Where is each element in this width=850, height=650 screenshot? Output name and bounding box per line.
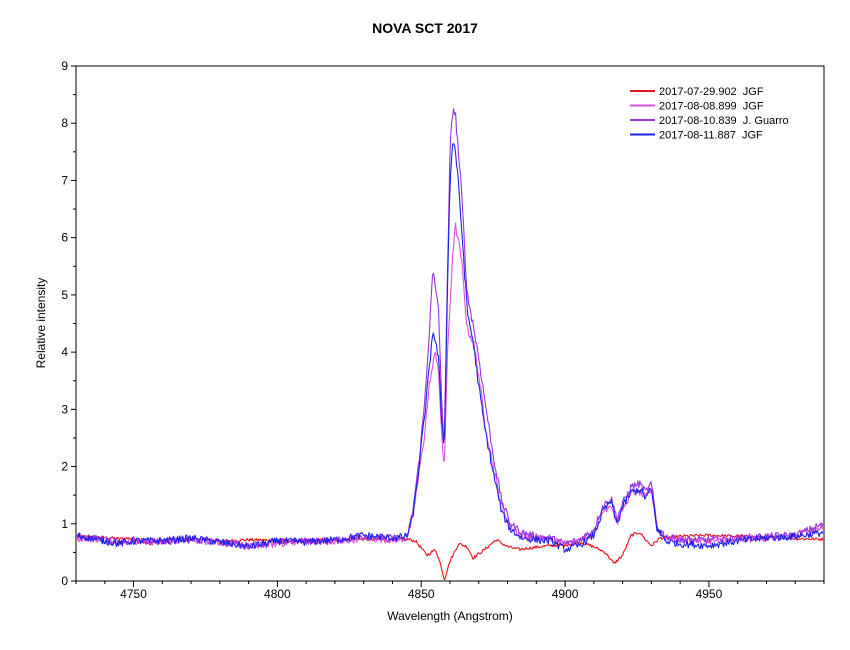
series-layer bbox=[77, 108, 823, 580]
legend: 2017-07-29.902 JGF 2017-08-08.899 JGF 2017… bbox=[630, 86, 789, 142]
x-tick-label: 4900 bbox=[552, 587, 579, 601]
y-tick-label: 3 bbox=[61, 402, 68, 416]
series-line-2 bbox=[77, 222, 823, 550]
y-tick-label: 7 bbox=[61, 173, 68, 187]
x-tick-label: 4950 bbox=[696, 587, 723, 601]
x-tick-label: 4800 bbox=[264, 587, 291, 601]
y-tick-label: 6 bbox=[61, 231, 68, 245]
series-line-3 bbox=[77, 108, 823, 550]
y-tick-label: 4 bbox=[61, 345, 68, 359]
y-tick-label: 9 bbox=[61, 59, 68, 73]
series-line-4 bbox=[77, 143, 823, 553]
chart-title: NOVA SCT 2017 bbox=[372, 20, 478, 36]
legend-label: 2017-08-11.887 JGF bbox=[659, 130, 763, 142]
x-tick-label: 4750 bbox=[120, 587, 147, 601]
y-tick-label: 5 bbox=[61, 288, 68, 302]
plot-area bbox=[75, 65, 825, 582]
legend-label: 2017-08-10.839 J. Guarro bbox=[659, 115, 789, 127]
y-tick-label: 1 bbox=[61, 517, 68, 531]
legend-label: 2017-08-08.899 JGF bbox=[659, 101, 764, 113]
y-tick-label: 0 bbox=[61, 574, 68, 588]
x-tick-label: 4850 bbox=[408, 587, 435, 601]
y-axis: 0 1 2 3 4 5 6 7 8 9 bbox=[61, 59, 76, 588]
x-axis: 4750 4800 4850 4900 4950 bbox=[75, 581, 825, 601]
y-tick-label: 8 bbox=[61, 116, 68, 130]
y-axis-title: Relative intensity bbox=[34, 278, 48, 369]
legend-label: 2017-07-29.902 JGF bbox=[659, 86, 764, 98]
x-axis-title: Wavelength (Angstrom) bbox=[387, 609, 513, 623]
y-tick-label: 2 bbox=[61, 460, 68, 474]
